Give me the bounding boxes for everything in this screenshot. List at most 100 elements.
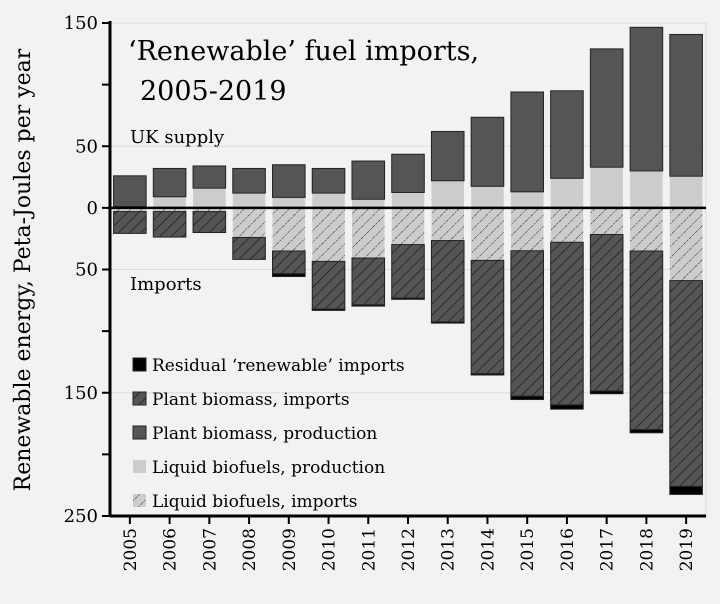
x-tick-label: 2006 <box>161 528 181 571</box>
bar-bio_prod-2016 <box>550 90 584 179</box>
bar-bio_prod-2018 <box>629 26 664 172</box>
bar-bio_imp-2014 <box>470 259 505 375</box>
x-tick-label: 2013 <box>439 528 459 571</box>
bar-liq_prod-2014 <box>471 186 504 208</box>
x-tick-label: 2016 <box>558 528 578 571</box>
axes: 150 50 0 50 150 250 2005 2006 2007 2008 2009 2010 20… <box>64 13 706 571</box>
bar-residual-2014 <box>470 373 505 376</box>
bar-bio_imp-2010 <box>311 260 346 310</box>
bar-liq_prod-2015 <box>510 191 544 208</box>
bar-liq_prod-2008 <box>232 193 266 208</box>
x-tick-label: 2017 <box>598 528 618 571</box>
bar-bio_imp-2015 <box>510 250 544 397</box>
bars <box>113 26 703 495</box>
bar-liq_prod-2007 <box>193 188 226 208</box>
bar-bio_prod-2005 <box>113 175 147 208</box>
bar-liq_imp-2009 <box>272 207 306 252</box>
x-tick-label: 2007 <box>200 528 220 571</box>
bar-liq_prod-2010 <box>312 193 345 208</box>
x-tick-label: 2015 <box>518 528 538 571</box>
legend-label-liq_prod: Liquid biofuels, production <box>152 458 385 478</box>
chart-title: ‘Renewable’ fuel imports, <box>128 36 479 67</box>
y-tick-label: 150 <box>64 383 98 404</box>
x-tick-label: 2010 <box>320 528 340 571</box>
bar-liq_imp-2013 <box>431 207 465 241</box>
bar-liq_imp-2010 <box>312 207 345 262</box>
legend-swatch-liq_imp <box>133 494 146 507</box>
bar-residual-2009 <box>272 273 306 278</box>
bar-liq_imp-2015 <box>510 207 544 251</box>
y-tick-label: 250 <box>64 506 98 527</box>
bar-bio_prod-2007 <box>192 165 227 189</box>
bar-bio_prod-2017 <box>589 48 624 168</box>
x-tick-label: 2011 <box>359 528 379 571</box>
x-tick-label: 2018 <box>637 528 657 571</box>
bar-liq_prod-2017 <box>590 167 623 208</box>
bar-liq_imp-2008 <box>232 207 266 238</box>
bar-residual-2011 <box>351 304 386 307</box>
bar-residual-2013 <box>430 321 465 324</box>
bar-liq_imp-2018 <box>630 207 663 252</box>
x-tick-label: 2009 <box>280 528 300 571</box>
y-tick-label: 0 <box>87 198 98 219</box>
bar-residual-2016 <box>550 404 584 410</box>
bar-residual-2010 <box>311 308 346 311</box>
bar-bio_imp-2005 <box>113 211 147 234</box>
bar-bio_imp-2007 <box>192 211 227 234</box>
legend-swatch-bio_imp <box>132 391 147 406</box>
y-axis-label: Renewable energy, Peta-Joules per year <box>11 48 36 491</box>
bar-liq_prod-2011 <box>351 199 385 208</box>
y-tick-label: 150 <box>64 13 98 34</box>
legend-label-bio_imp: Plant biomass, imports <box>152 390 350 410</box>
bar-liq_imp-2016 <box>550 207 584 243</box>
bar-liq_imp-2019 <box>669 207 703 281</box>
bar-bio_prod-2019 <box>669 33 703 177</box>
bar-residual-2015 <box>510 395 544 401</box>
bar-liq_imp-2007 <box>193 207 226 212</box>
bar-bio_imp-2019 <box>669 280 703 487</box>
bar-bio_imp-2006 <box>152 211 187 238</box>
legend-label-residual: Residual ‘renewable’ imports <box>152 356 405 376</box>
bar-liq_prod-2016 <box>550 178 584 208</box>
x-tick-label: 2014 <box>478 528 498 571</box>
legend-swatch-residual <box>132 357 147 372</box>
x-tick-label: 2005 <box>121 528 141 571</box>
legend: Residual ‘renewable’ imports Plant biomas… <box>132 356 405 512</box>
bar-residual-2019 <box>669 485 703 495</box>
bar-liq_imp-2005 <box>113 207 147 212</box>
bar-bio_prod-2008 <box>232 167 266 194</box>
bar-bio_imp-2009 <box>272 250 306 275</box>
bar-liq_prod-2006 <box>153 196 186 208</box>
bar-bio_prod-2010 <box>311 167 346 194</box>
x-tick-label: 2008 <box>240 528 260 571</box>
bar-residual-2018 <box>629 429 664 434</box>
x-tick-label: 2012 <box>399 528 419 571</box>
x-tick-label: 2019 <box>677 528 697 571</box>
bar-liq_imp-2017 <box>590 207 623 235</box>
bar-bio_prod-2011 <box>351 160 386 200</box>
bar-bio_imp-2013 <box>430 240 465 323</box>
bar-bio_imp-2016 <box>550 241 584 406</box>
bar-bio_prod-2009 <box>272 164 306 198</box>
legend-swatch-liq_prod <box>133 460 146 473</box>
bar-residual-2012 <box>391 297 425 300</box>
bar-bio_imp-2018 <box>629 250 664 431</box>
bar-bio_prod-2006 <box>152 167 187 198</box>
bar-liq_prod-2019 <box>669 176 703 208</box>
y-tick-label: 50 <box>75 136 98 157</box>
bar-liq_imp-2006 <box>153 207 186 212</box>
bar-liq_prod-2009 <box>272 197 306 208</box>
bar-bio_prod-2012 <box>391 153 425 193</box>
bar-bio_imp-2011 <box>351 257 386 306</box>
bar-liq_prod-2012 <box>391 192 425 208</box>
y-tick-label: 50 <box>75 260 98 281</box>
legend-label-bio_prod: Plant biomass, production <box>152 424 377 444</box>
bar-liq_prod-2018 <box>630 170 663 208</box>
bar-bio_prod-2014 <box>470 116 505 187</box>
bar-residual-2017 <box>589 390 624 395</box>
bar-bio_prod-2015 <box>510 91 544 193</box>
legend-swatch-bio_prod <box>132 425 147 440</box>
bar-liq_imp-2014 <box>471 207 504 261</box>
annotation-supply: UK supply <box>130 127 225 148</box>
